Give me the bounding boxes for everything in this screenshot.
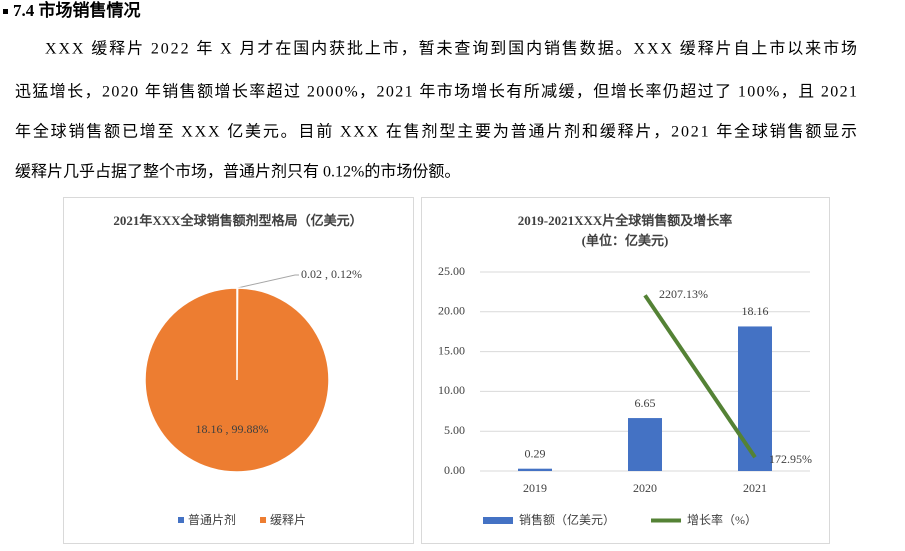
x-tick-label: 2021 xyxy=(743,481,767,495)
legend-label: 缓释片 xyxy=(270,513,306,527)
legend-label: 普通片剂 xyxy=(188,512,236,527)
x-tick-label: 2019 xyxy=(523,481,547,495)
chart-title: 2019-2021XXX片全球销售额及增长率 xyxy=(518,213,733,228)
legend-label: 销售额（亿美元） xyxy=(519,512,615,527)
paragraph-line: XXX 缓释片 2022 年 X 月才在国内获批上市，暂未查询到国内销售数据。X… xyxy=(45,40,857,58)
heading: 7.4 市场销售情况 xyxy=(13,0,141,20)
y-tick-label: 20.00 xyxy=(438,304,465,318)
data-label: 18.16 xyxy=(742,304,769,318)
paragraph-line: 缓释片几乎占据了整个市场，普通片剂只有 0.12%的市场份额。 xyxy=(15,163,460,181)
bar xyxy=(738,326,772,471)
data-label: 0.29 xyxy=(525,446,546,460)
bar xyxy=(628,418,662,471)
bullet xyxy=(3,9,8,14)
data-label: 0.02 , 0.12% xyxy=(301,267,362,281)
y-tick-label: 10.00 xyxy=(438,383,465,397)
x-tick-label: 2020 xyxy=(633,481,657,495)
legend-swatch xyxy=(260,517,267,523)
y-tick-label: 15.00 xyxy=(438,343,465,357)
data-label: 172.95% xyxy=(769,452,812,466)
y-tick-label: 0.00 xyxy=(444,463,465,477)
y-tick-label: 5.00 xyxy=(444,423,465,437)
line xyxy=(643,294,757,459)
legend-swatch xyxy=(483,517,513,524)
y-tick-label: 25.00 xyxy=(438,264,465,278)
data-label: 6.65 xyxy=(635,396,656,410)
legend-swatch xyxy=(178,517,184,523)
leader-line xyxy=(237,274,299,289)
paragraph-line: 年全球销售额已增至 XXX 亿美元。目前 XXX 在售剂型主要为普通片剂和缓释片… xyxy=(15,123,857,141)
data-label: 2207.13% xyxy=(659,287,708,301)
chart-title: 2021年XXX全球销售额剂型格局（亿美元） xyxy=(113,213,362,228)
chart-subtitle: (单位：亿美元) xyxy=(582,233,669,248)
legend-label: 增长率（%） xyxy=(687,512,757,527)
paragraph-line: 迅猛增长，2020 年销售额增长率超过 2000%，2021 年市场增长有所减缓… xyxy=(15,83,857,101)
pie-slice xyxy=(144,287,330,473)
bar xyxy=(518,468,552,471)
data-label: 18.16 , 99.88% xyxy=(196,422,269,436)
